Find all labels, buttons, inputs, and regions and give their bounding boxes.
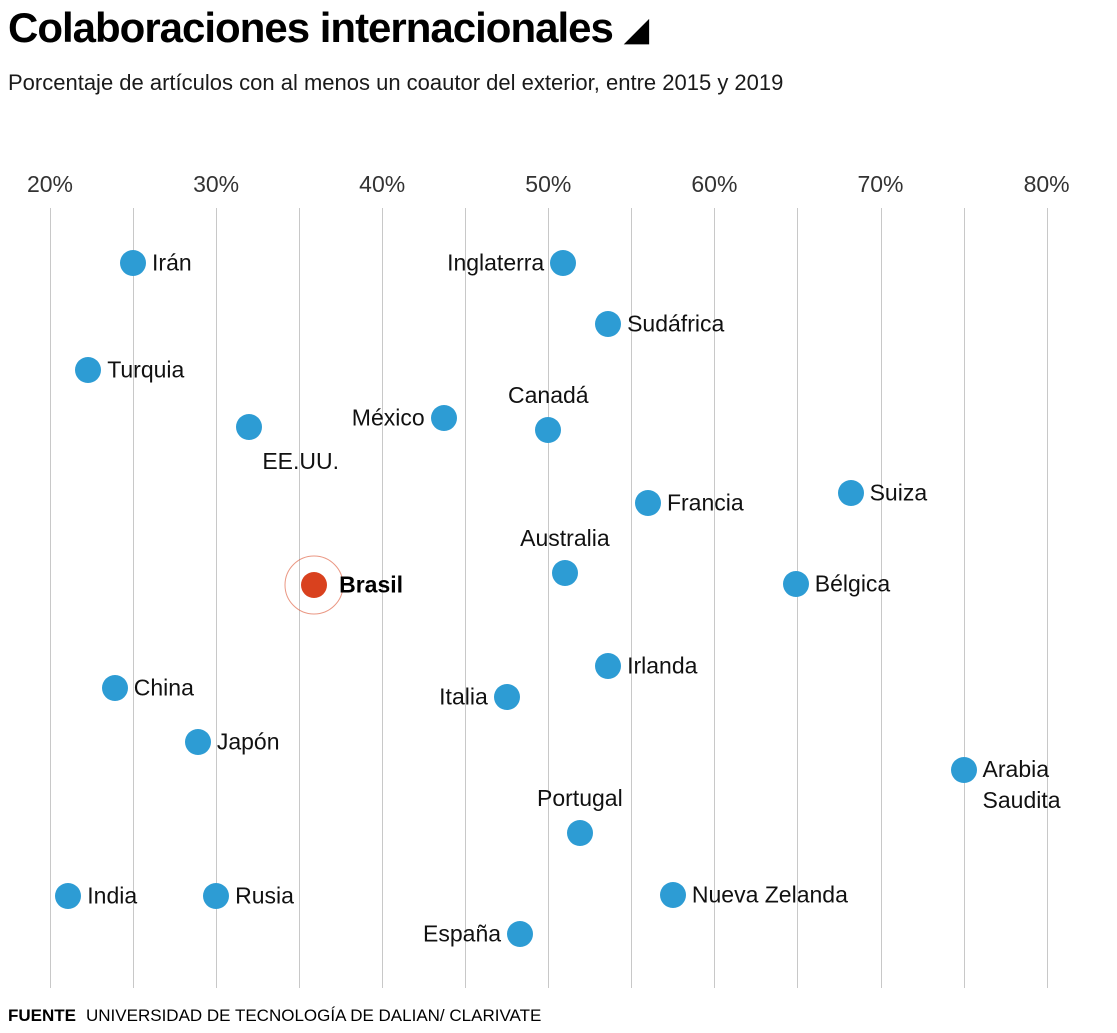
data-point <box>837 480 864 506</box>
data-point-label-line: México <box>351 404 425 431</box>
page-subtitle: Porcentaje de artículos con al menos un … <box>8 70 784 95</box>
data-point <box>566 820 593 846</box>
source-line: FUENTE UNIVERSIDAD DE TECNOLOGÍA DE DALIA… <box>8 1006 541 1026</box>
gridline <box>631 208 633 988</box>
data-point <box>535 417 562 443</box>
data-point-label: Japón <box>217 727 280 758</box>
axis-tick-label: 80% <box>1023 171 1070 197</box>
title-triangle-icon: ◢ <box>624 12 649 47</box>
data-point-label-line: Saudita <box>982 787 1061 813</box>
data-point <box>430 405 457 431</box>
data-point <box>301 572 328 598</box>
data-point-label-line: Nueva Zelanda <box>691 881 848 908</box>
page-title: Colaboraciones internacionales ◢ <box>8 4 649 52</box>
data-point-label-line: Brasil <box>339 571 404 598</box>
data-point <box>950 757 977 783</box>
data-point-label: México <box>352 403 425 434</box>
data-point-label-line: Arabia <box>982 756 1050 782</box>
highlight-halo <box>284 555 344 615</box>
data-point <box>595 311 622 337</box>
data-point-label: Inglaterra <box>447 248 544 279</box>
data-point <box>55 883 82 909</box>
gridline <box>963 208 965 988</box>
data-point-label-line: EE.UU. <box>262 448 339 474</box>
page-title-text: Colaboraciones internacionales <box>8 4 614 51</box>
data-point-label-line: Turquia <box>107 356 185 383</box>
data-point-label: Australia <box>520 523 609 554</box>
gridline <box>1046 208 1048 988</box>
data-point-label: China <box>134 673 194 704</box>
data-point-label: Arabia Saudita <box>983 754 1061 816</box>
data-point-label-line: Canadá <box>508 382 589 408</box>
data-point-label: Bélgica <box>815 569 890 600</box>
data-point-label-line: Japón <box>216 728 280 755</box>
data-point-label: Italia <box>439 682 488 713</box>
source-label: FUENTE <box>8 1006 76 1025</box>
data-point-label: Portugal <box>537 783 623 814</box>
data-point-label: España <box>423 919 501 950</box>
data-point-label-line: India <box>87 882 138 909</box>
gridline <box>548 208 550 988</box>
data-point <box>595 653 622 679</box>
data-point-label-line: China <box>133 674 194 701</box>
axis-tick-label: 40% <box>359 171 406 197</box>
data-point-label: Canadá <box>508 380 589 411</box>
data-point-label-line: Portugal <box>537 785 623 811</box>
data-point <box>550 250 577 276</box>
gridline <box>382 208 384 988</box>
data-point-label-line: Inglaterra <box>447 249 545 276</box>
data-point <box>493 684 520 710</box>
data-point-label: Brasil <box>339 570 403 601</box>
data-point <box>634 490 661 516</box>
axis-tick-label: 60% <box>691 171 738 197</box>
gridline <box>133 208 135 988</box>
data-point-label-line: España <box>423 920 502 947</box>
data-point-label: Suiza <box>870 478 928 509</box>
data-point-label: Francia <box>667 488 744 519</box>
gridline <box>880 208 882 988</box>
data-point <box>507 921 534 947</box>
source-text: UNIVERSIDAD DE TECNOLOGÍA DE DALIAN/ CLA… <box>86 1006 542 1025</box>
data-point-label: EE.UU. <box>262 446 339 477</box>
data-point-label-line: Francia <box>666 489 744 516</box>
data-point-label: Sudáfrica <box>627 309 724 340</box>
data-point <box>782 571 809 597</box>
data-point <box>75 357 102 383</box>
data-point-label-line: Australia <box>520 525 610 551</box>
data-point-label: Nueva Zelanda <box>692 880 848 911</box>
data-point <box>236 414 263 440</box>
data-point <box>203 883 230 909</box>
data-point-label: India <box>87 881 137 912</box>
data-point <box>101 675 128 701</box>
data-point-label: Irán <box>152 248 192 279</box>
data-point-label-line: Irlanda <box>627 652 698 679</box>
data-point-label-line: Bélgica <box>814 570 891 597</box>
gridline <box>216 208 218 988</box>
data-point <box>551 560 578 586</box>
gridline <box>465 208 467 988</box>
data-point-label-line: Suiza <box>869 479 928 506</box>
axis-tick-label: 20% <box>26 171 74 197</box>
data-point <box>120 250 147 276</box>
data-point-label-line: Rusia <box>235 882 294 909</box>
gridline <box>50 208 51 988</box>
axis-tick-label: 30% <box>193 171 240 197</box>
data-point-label-line: Sudáfrica <box>627 310 725 337</box>
gridline <box>797 208 799 988</box>
axis-tick-label: 70% <box>857 171 904 197</box>
data-point-label-line: Italia <box>439 683 488 710</box>
data-point <box>184 729 211 755</box>
data-point-label: Rusia <box>235 881 294 912</box>
data-point <box>659 882 686 908</box>
data-point-label-line: Irán <box>152 249 192 276</box>
axis-tick-label: 50% <box>525 171 572 197</box>
data-point-label: Turquia <box>107 355 184 386</box>
data-point-label: Irlanda <box>627 651 697 682</box>
gridline <box>714 208 716 988</box>
